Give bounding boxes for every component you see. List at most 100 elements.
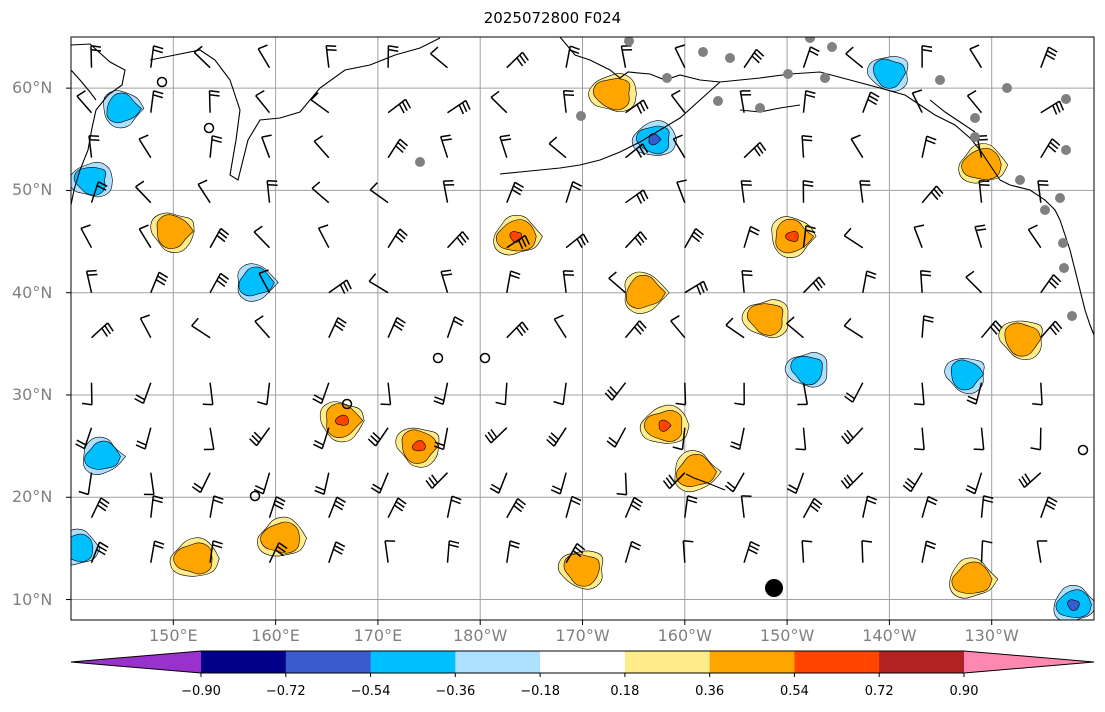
barb-feather [550, 489, 561, 495]
wind-barb [1030, 427, 1042, 451]
wind-barb [546, 427, 567, 447]
barb-feather [805, 229, 816, 234]
barb-shaft [499, 136, 508, 158]
colorbar-segment [794, 651, 880, 673]
barb-feather [686, 499, 698, 504]
barb-feather [966, 399, 977, 405]
barb-shaft [611, 382, 627, 401]
wind-barb [966, 382, 983, 405]
wind-barb [80, 224, 93, 249]
barb-shaft [313, 140, 330, 159]
barb-feather [672, 446, 683, 451]
barb-feather [367, 438, 377, 447]
barb-shaft [261, 136, 271, 158]
wind-barb [672, 427, 686, 451]
wind-barb [367, 427, 389, 447]
barb-feather [511, 188, 521, 196]
barb-feather [370, 487, 381, 494]
wind-barb [135, 427, 152, 450]
barb-shaft [980, 540, 984, 563]
barb-shaft [843, 235, 864, 249]
wind-barb [802, 225, 816, 248]
barb-feather [425, 479, 433, 489]
barb-shaft [257, 48, 271, 69]
lon-tick-label: 170°E [353, 626, 403, 645]
barb-shaft [624, 231, 642, 249]
station-dot [755, 103, 765, 113]
barb-feather [191, 486, 201, 494]
barb-feather [608, 271, 617, 279]
barb-feather [636, 323, 645, 332]
barb-shaft [921, 136, 928, 158]
station-circle [249, 490, 261, 502]
barb-feather [314, 439, 324, 446]
barb-shaft [624, 497, 635, 518]
barb-feather [923, 315, 934, 319]
wind-barb [203, 427, 215, 451]
barb-shaft [150, 90, 155, 113]
barb-shaft [862, 270, 868, 293]
wind-barb [209, 135, 223, 158]
negative-contour [71, 533, 94, 563]
wind-barb [966, 89, 983, 114]
wind-barb [76, 90, 93, 114]
barb-feather [569, 49, 580, 55]
barb-shaft [562, 270, 567, 293]
barb-feather [487, 431, 495, 441]
barb-feather [88, 135, 100, 138]
barb-feather [1050, 277, 1059, 286]
barb-feather [795, 448, 806, 451]
barb-feather [639, 101, 646, 112]
barb-feather [491, 483, 501, 491]
barb-shaft [384, 540, 389, 563]
barb-feather [484, 434, 492, 444]
barb-feather [441, 138, 452, 142]
barb-feather [803, 179, 814, 183]
barb-shaft [974, 472, 983, 494]
barb-shaft [921, 496, 929, 518]
wind-barb [425, 472, 449, 489]
barb-feather [454, 316, 464, 323]
barb-shaft [548, 143, 567, 159]
barb-feather [313, 394, 324, 401]
barb-feather [840, 479, 849, 489]
wind-barb [786, 316, 804, 339]
barb-feather [251, 434, 260, 443]
barb-shaft [1040, 46, 1050, 68]
barb-shaft [565, 181, 574, 203]
barb-shaft [387, 228, 401, 249]
barb-shaft [369, 189, 389, 204]
wind-barb [261, 134, 272, 158]
barb-feather [97, 504, 107, 512]
wind-barb [743, 225, 760, 248]
barb-shaft [90, 181, 100, 203]
barb-shaft [490, 96, 508, 114]
station-dot [1059, 263, 1069, 273]
barb-shaft [966, 95, 983, 114]
bc-islands [929, 99, 976, 133]
wind-barb [313, 135, 330, 159]
barb-shaft [506, 270, 512, 293]
barb-feather [604, 392, 613, 401]
negative-contour [950, 359, 984, 391]
barb-feather [867, 495, 878, 501]
barb-shaft [843, 325, 864, 339]
wind-barb [802, 90, 816, 113]
barb-shaft [559, 472, 567, 495]
positive-contour [260, 521, 301, 554]
wind-barb [802, 497, 823, 519]
barb-feather [902, 484, 912, 493]
barb-shaft [802, 46, 812, 68]
barb-shaft [262, 472, 271, 495]
barb-shaft [1040, 138, 1053, 159]
colorbar-segment [624, 651, 711, 673]
barb-feather [450, 499, 461, 505]
barb-feather [841, 435, 849, 445]
lon-tick-label: 140°W [862, 626, 917, 645]
barb-shaft [317, 227, 330, 249]
barb-feather [99, 541, 109, 548]
barb-feather [433, 400, 444, 406]
barb-feather [78, 490, 89, 496]
barb-feather [218, 276, 228, 284]
barb-feather [926, 499, 937, 506]
